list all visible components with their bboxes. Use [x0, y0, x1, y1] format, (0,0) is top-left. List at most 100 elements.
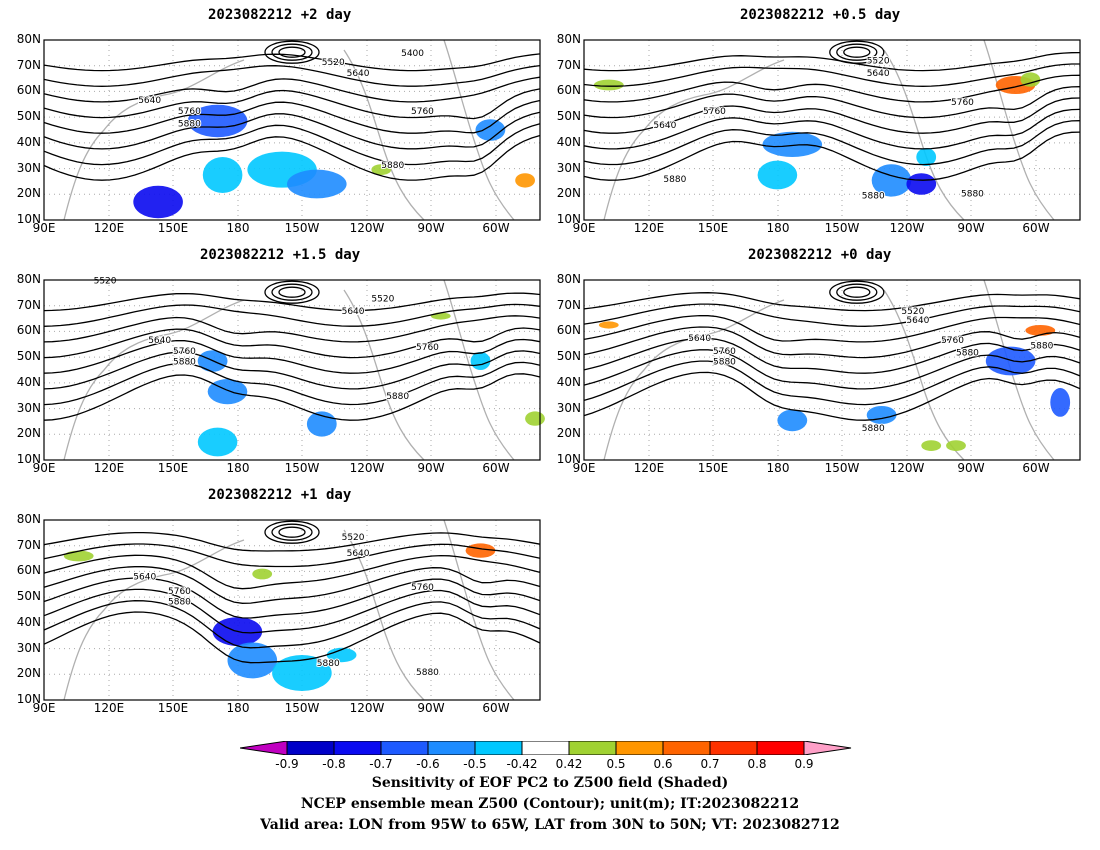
panel-title: 2023082212 +1 day — [208, 487, 352, 503]
lon-tick-label: 120W — [889, 221, 925, 235]
map-border — [43, 279, 541, 461]
lon-tick-label: 180 — [766, 461, 790, 475]
lon-tick-label: 180 — [226, 701, 250, 715]
lon-tick-label: 90E — [572, 461, 596, 475]
lat-tick-label: 50N — [556, 109, 581, 124]
lon-tick-label: 150E — [157, 461, 189, 475]
contour-label: 5640 — [653, 121, 676, 131]
contour-label: 5760 — [416, 343, 439, 353]
sensitivity-shading — [777, 409, 808, 432]
coastline — [63, 279, 515, 461]
z500-contour — [43, 350, 541, 390]
contour-label: 5760 — [168, 587, 191, 597]
z500-contour — [583, 337, 1081, 374]
colorbar-label: -0.5 — [463, 757, 487, 771]
caption-line-3: Valid area: LON from 95W to 65W, LAT fro… — [260, 817, 840, 833]
lon-tick-label: 90E — [572, 221, 596, 235]
sensitivity-shading — [133, 185, 183, 219]
polar-low-contour — [829, 40, 885, 64]
sensitivity-shading — [227, 642, 278, 679]
colorbar-label: 0.6 — [653, 757, 673, 771]
map-border — [43, 39, 541, 221]
z500-contour — [583, 314, 1081, 343]
lat-tick-label: 60N — [16, 83, 41, 98]
panel-title: 2023082212 +0.5 day — [740, 7, 901, 23]
z500-contour — [583, 349, 1081, 390]
lat-tick-label: 80N — [556, 32, 581, 46]
lat-tick-label: 20N — [16, 666, 41, 681]
sensitivity-shading — [757, 160, 798, 190]
contour-label: 5640 — [342, 307, 365, 317]
colorbar-segment — [615, 741, 664, 755]
sensitivity-shading — [593, 79, 624, 91]
sensitivity-shading — [866, 406, 897, 424]
lat-tick-label: 60N — [16, 563, 41, 578]
sensitivity-shading — [906, 173, 937, 195]
colorbar-segment — [333, 741, 382, 755]
colorbar-label: -0.9 — [275, 757, 299, 771]
z500-contour — [43, 303, 541, 327]
lon-tick-label: 90E — [32, 461, 56, 475]
colorbar-label: -0.7 — [369, 757, 393, 771]
contour-label: 5520 — [901, 307, 924, 317]
sensitivity-shading — [326, 647, 357, 663]
lon-tick-label: 120E — [93, 701, 125, 715]
lat-tick-label: 70N — [16, 297, 41, 312]
z500-contour — [43, 373, 541, 421]
lat-tick-label: 10N — [556, 212, 581, 226]
sensitivity-shading — [1050, 388, 1071, 417]
lon-tick-label: 120W — [349, 221, 385, 235]
z500-contour — [43, 134, 541, 181]
contour-label: 5400 — [401, 49, 424, 59]
sensitivity-shading — [525, 411, 545, 426]
sensitivity-shading — [1020, 72, 1041, 87]
lon-tick-label: 150W — [824, 221, 860, 235]
colorbar-segment — [709, 741, 758, 755]
sensitivity-shading — [475, 119, 506, 141]
lat-tick-label: 20N — [556, 186, 581, 201]
polar-low-contour — [836, 283, 878, 301]
z500-contour — [43, 111, 541, 150]
sensitivity-shading — [371, 164, 392, 175]
sensitivity-shading — [470, 352, 491, 370]
colorbar-label: -0.8 — [322, 757, 346, 771]
sensitivity-shading — [272, 655, 332, 691]
lon-tick-label: 180 — [226, 461, 250, 475]
lon-tick-label: 120W — [349, 461, 385, 475]
sensitivity-shading — [197, 427, 238, 457]
polar-low-contour — [278, 286, 306, 298]
sensitivity-shading — [1025, 325, 1056, 336]
contour-label: 5760 — [951, 98, 974, 108]
map-border — [583, 279, 1081, 461]
z500-contour — [43, 64, 541, 87]
lat-tick-label: 30N — [16, 640, 41, 655]
z500-contour — [43, 600, 541, 649]
caption-line-2: NCEP ensemble mean Z500 (Contour); unit(… — [300, 796, 800, 812]
lat-tick-label: 10N — [16, 452, 41, 466]
lon-tick-label: 120E — [633, 461, 665, 475]
lat-tick-label: 80N — [16, 512, 41, 526]
colorbar-segment — [662, 741, 711, 755]
lon-tick-label: 60W — [482, 221, 510, 235]
panel-title: 2023082212 +2 day — [208, 7, 352, 23]
colorbar — [240, 741, 852, 755]
z500-contour — [43, 292, 541, 312]
contour-label: 5760 — [173, 347, 196, 357]
lat-tick-label: 40N — [556, 134, 581, 149]
lon-tick-label: 150W — [284, 221, 320, 235]
colorbar-arrow-left — [240, 741, 288, 755]
sensitivity-shading — [762, 131, 823, 157]
lat-tick-label: 40N — [16, 614, 41, 629]
z500-contour — [583, 303, 1081, 327]
polar-low-contour — [264, 280, 320, 304]
contour-label: 5880 — [862, 191, 885, 201]
lat-tick-label: 70N — [16, 57, 41, 72]
contour-label: 5640 — [148, 336, 171, 346]
lat-tick-label: 50N — [16, 109, 41, 124]
polar-low-contour — [264, 520, 320, 544]
lon-tick-label: 60W — [482, 701, 510, 715]
lat-tick-label: 40N — [16, 374, 41, 389]
sensitivity-shading — [202, 157, 243, 193]
z500-contour — [43, 577, 541, 619]
contour-label: 5640 — [347, 549, 370, 559]
